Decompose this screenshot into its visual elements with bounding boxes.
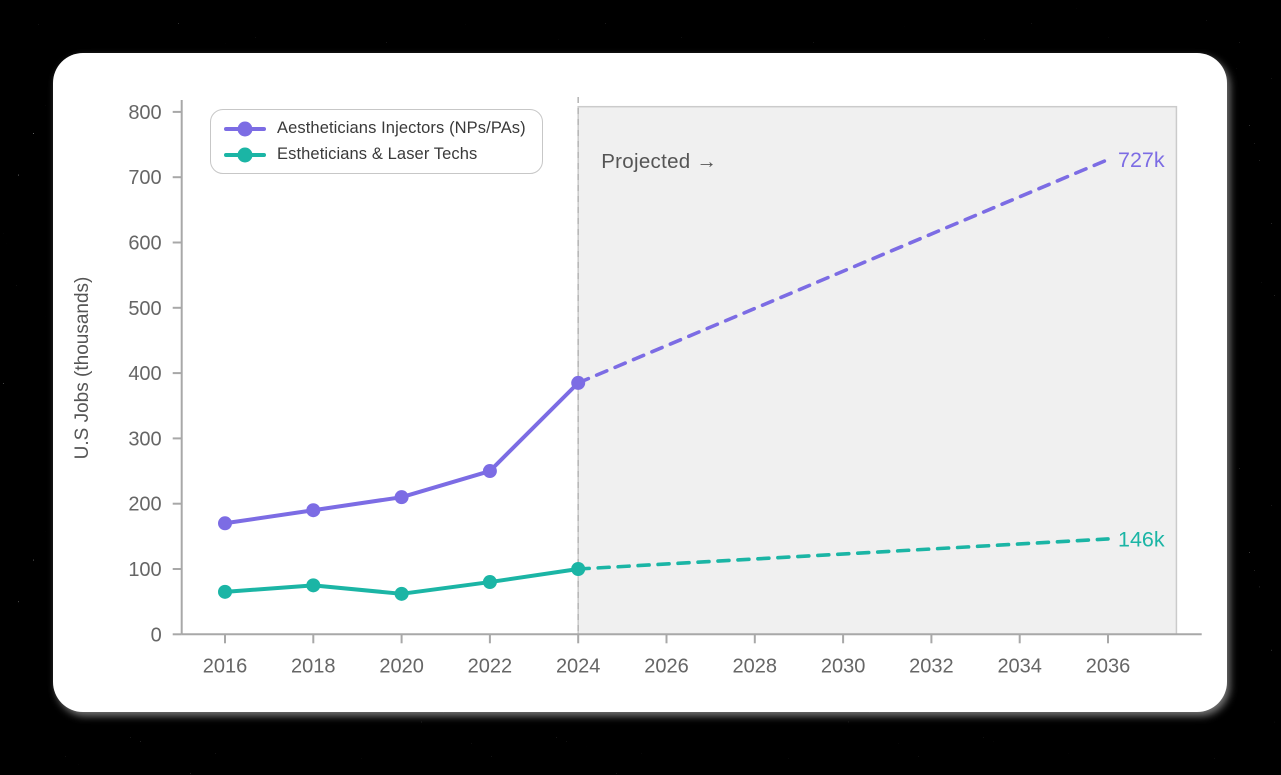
x-tick-label: 2018: [291, 655, 336, 677]
series-1-marker: [571, 562, 586, 576]
series-0-marker: [394, 490, 409, 505]
chart-legend: Aestheticians Injectors (NPs/PAs) Esthet…: [210, 109, 543, 174]
x-tick-label: 2022: [468, 655, 513, 677]
y-tick-label: 600: [128, 233, 161, 255]
series-0-end-value-label: 727k: [1118, 148, 1165, 172]
series-0-marker: [482, 464, 497, 479]
series-0-marker: [306, 503, 321, 518]
series-1-marker: [394, 586, 409, 601]
projection-region: [577, 105, 1178, 636]
legend-label-aesthetician-injectors: Aestheticians Injectors (NPs/PAs): [277, 119, 526, 137]
y-tick-label: 800: [128, 102, 161, 124]
y-tick-label: 400: [128, 363, 161, 385]
series-0-projected-line: [576, 157, 1110, 385]
x-tick-label: 2020: [379, 655, 424, 677]
legend-dot: [237, 121, 253, 136]
x-tick-label: 2032: [909, 655, 954, 677]
y-tick-label: 100: [128, 559, 161, 581]
legend-item-estheticians-laser-techs: Estheticians & Laser Techs: [224, 144, 526, 165]
legend-line-dot-marker: [224, 147, 266, 162]
legend-item-aesthetician-injectors: Aestheticians Injectors (NPs/PAs): [224, 118, 526, 139]
chart-card: 0 100 200 300 400 500 600 700 800 2016 2018 2020 202…: [53, 53, 1227, 712]
y-tick-label: 700: [128, 167, 161, 189]
x-tick-label: 2028: [733, 655, 778, 677]
y-tick-label: 500: [128, 298, 161, 320]
legend-dot: [237, 147, 253, 162]
series-1-marker: [482, 575, 497, 590]
series-1-projected-line: [576, 537, 1110, 571]
series-1-end-value-label: 146k: [1118, 527, 1165, 551]
y-tick-label: 0: [151, 624, 162, 646]
x-tick-label: 2024: [556, 655, 601, 677]
y-tick-label: 300: [128, 428, 161, 450]
x-tick-label: 2016: [203, 655, 248, 677]
x-tick-label: 2036: [1086, 655, 1131, 677]
y-tick-label: 200: [128, 494, 161, 516]
series-0-marker: [571, 375, 586, 390]
legend-label-estheticians-laser-techs: Estheticians & Laser Techs: [277, 145, 478, 163]
x-tick-label: 2030: [821, 655, 866, 677]
series-1-marker: [218, 584, 232, 599]
projection-label: Projected →: [601, 150, 717, 173]
x-tick-label: 2034: [997, 655, 1041, 677]
series-0-marker: [218, 516, 232, 531]
chart-canvas: 0 100 200 300 400 500 600 700 800 2016 2018 2020 202…: [72, 97, 1202, 677]
series-1-marker: [306, 578, 321, 593]
y-axis-title: U.S Jobs (thousands): [72, 277, 93, 460]
legend-line-dot-marker: [224, 121, 266, 136]
x-tick-label: 2026: [644, 655, 689, 677]
